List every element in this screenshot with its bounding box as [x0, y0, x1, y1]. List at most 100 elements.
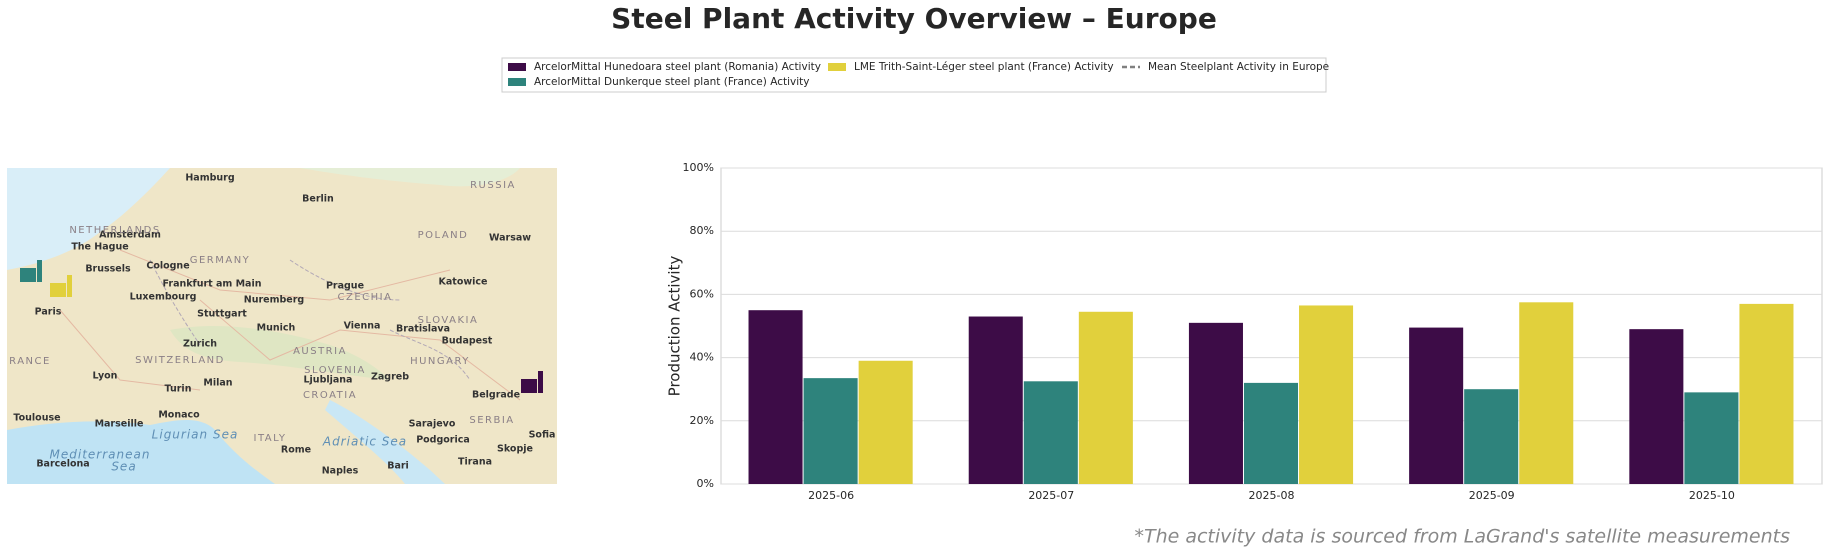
map-city-label: Monaco	[158, 410, 200, 421]
bar	[1023, 381, 1078, 484]
x-tick-label: 2025-10	[1689, 489, 1735, 502]
map-relief	[300, 168, 520, 187]
map-city-label: Milan	[203, 378, 232, 389]
map-city-label: Zagreb	[371, 372, 409, 383]
legend-label: ArcelorMittal Dunkerque steel plant (Fra…	[534, 76, 809, 88]
map-sea-label: Adriatic Sea	[322, 435, 407, 449]
map-country-label: SLOVENIA	[304, 365, 366, 376]
map-city-label: Sarajevo	[409, 419, 456, 430]
legend-label: LME Trith-Saint-Léger steel plant (Franc…	[854, 61, 1114, 73]
map-city-label: Hamburg	[185, 173, 234, 184]
map-sea-label: Ligurian Sea	[152, 428, 239, 442]
bar	[1739, 303, 1794, 484]
map-city-label: Ljubljana	[304, 375, 353, 386]
map-borders	[149, 259, 471, 381]
map-city-label: Turin	[165, 384, 192, 395]
bar	[858, 360, 913, 484]
bar	[1629, 329, 1684, 484]
map-sea	[325, 400, 445, 484]
map-country-label: ITALY	[254, 433, 287, 444]
map-country-label: RANCE	[9, 356, 51, 367]
y-tick-label: 80%	[690, 224, 714, 237]
map-city-label: Tirana	[458, 457, 492, 468]
map-city-label: Podgorica	[416, 435, 470, 446]
map-city-label: Lyon	[93, 371, 118, 382]
map-sea	[7, 168, 170, 270]
footnote: *The activity data is sourced from LaGra…	[1134, 526, 1790, 548]
y-tick-label: 60%	[690, 287, 714, 300]
map-city-label: Marseille	[95, 419, 144, 430]
y-tick-label: 100%	[683, 161, 714, 174]
map-city-label: Bari	[387, 461, 409, 472]
x-tick-label: 2025-06	[808, 489, 854, 502]
map-country-label: CZECHIA	[338, 292, 393, 303]
bar	[803, 378, 858, 484]
map-city-label: Berlin	[302, 194, 334, 205]
map-city-label: Vienna	[344, 321, 381, 332]
x-tick-label: 2025-09	[1469, 489, 1515, 502]
map-city-label: Luxembourg	[130, 292, 197, 303]
map-country-label: SERBIA	[469, 415, 514, 426]
map-city-label: Zurich	[183, 339, 217, 350]
map-city-label: Budapest	[442, 336, 493, 347]
y-axis-label: Production Activity	[666, 256, 684, 397]
map-city-label: Sofia	[529, 430, 556, 441]
plant-icon	[521, 371, 543, 393]
bar	[1519, 302, 1574, 484]
map-city-label: Toulouse	[13, 413, 60, 424]
map-country-label: RUSSIA	[470, 180, 516, 191]
map-city-label: Paris	[35, 307, 62, 318]
map-country-label: GERMANY	[190, 255, 251, 266]
bar	[1409, 327, 1464, 484]
legend-frame	[501, 57, 1327, 93]
bar	[1188, 322, 1243, 484]
legend-swatch	[828, 63, 846, 71]
y-tick-label: 20%	[690, 414, 714, 427]
y-tick-label: 0%	[697, 477, 714, 490]
map-country-label: AUSTRIA	[293, 346, 347, 357]
bar	[1464, 389, 1519, 484]
map-city-label: Katowice	[439, 277, 488, 288]
legend-label: Mean Steelplant Activity in Europe	[1148, 61, 1329, 73]
map-sea-label: Sea	[111, 460, 136, 474]
map-city-label: Frankfurt am Main	[163, 279, 262, 290]
bar	[1299, 305, 1354, 484]
x-tick-label: 2025-07	[1028, 489, 1074, 502]
map-city-label: Bratislava	[396, 324, 450, 335]
bar	[1243, 382, 1299, 484]
bar	[1078, 311, 1133, 484]
bar	[968, 316, 1023, 484]
bar	[1684, 392, 1739, 484]
map-country-label: CROATIA	[303, 390, 357, 401]
map-city-label: Naples	[322, 466, 359, 477]
x-tick-label: 2025-08	[1249, 489, 1295, 502]
map-city-label: Warsaw	[489, 233, 531, 244]
plant-icon	[20, 260, 42, 282]
map-city-label: Prague	[326, 281, 364, 292]
map-roads	[59, 249, 521, 401]
legend-label: ArcelorMittal Hunedoara steel plant (Rom…	[534, 61, 821, 73]
plant-icon	[50, 275, 72, 297]
map-sea	[7, 420, 275, 484]
map-relief	[170, 325, 390, 380]
map-city-label: Munich	[257, 323, 296, 334]
map-city-label: Cologne	[146, 261, 189, 272]
map-country-label: SWITZERLAND	[135, 355, 225, 366]
legend-swatch	[508, 78, 526, 86]
figure-title: Steel Plant Activity Overview – Europe	[611, 2, 1217, 35]
map-city-label: Stuttgart	[197, 309, 247, 320]
map-city-label: The Hague	[71, 242, 128, 253]
map-country-label: HUNGARY	[410, 356, 470, 367]
map-city-label: Skopje	[497, 444, 533, 455]
map-city-label: Brussels	[85, 264, 131, 275]
bar	[748, 310, 803, 484]
map-city-label: Amsterdam	[99, 230, 161, 241]
map-country-label: NETHERLANDS	[69, 225, 160, 236]
map-city-label: Nuremberg	[244, 295, 304, 306]
map-city-label: Belgrade	[472, 390, 520, 401]
map-city-label: Rome	[281, 445, 311, 456]
legend-swatch	[508, 63, 526, 71]
map-country-label: POLAND	[418, 230, 469, 241]
